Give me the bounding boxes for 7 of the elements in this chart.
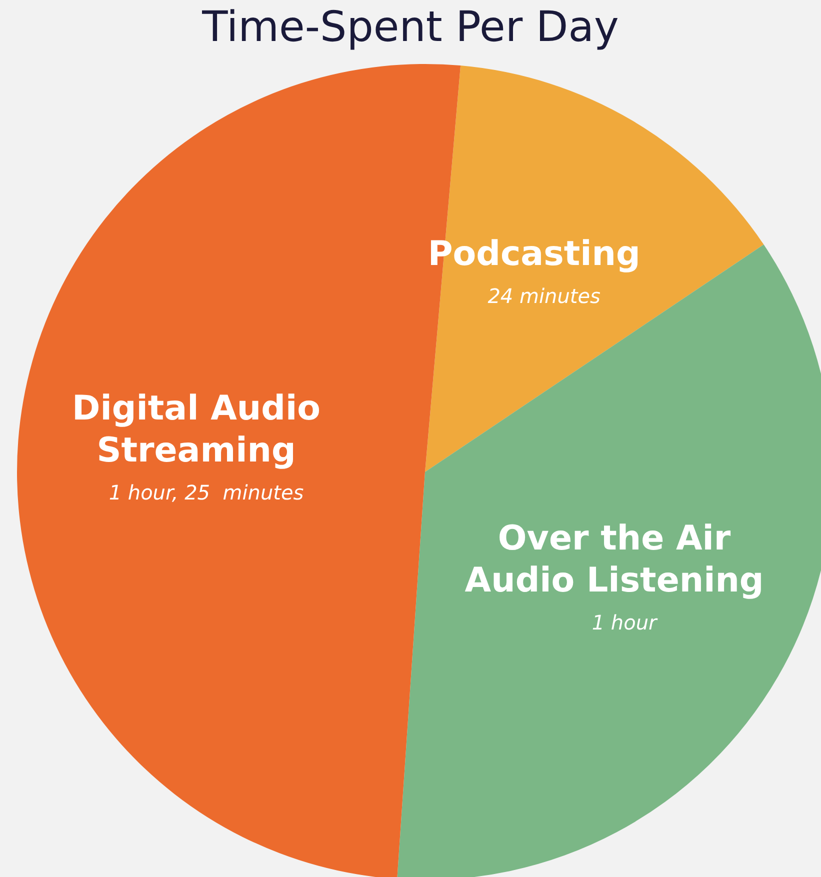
text: 24 minutes	[488, 284, 600, 308]
slice-label: Podcasting	[428, 234, 640, 274]
slice-label: Over the Air Audio Listening	[464, 518, 764, 600]
text: 1 hour, 25 minutes	[108, 480, 304, 505]
text: 1 hour	[592, 610, 659, 634]
slice-label: Digital Audio Streaming	[72, 388, 320, 471]
chart-title: Time-Spent Per Day	[201, 2, 620, 51]
